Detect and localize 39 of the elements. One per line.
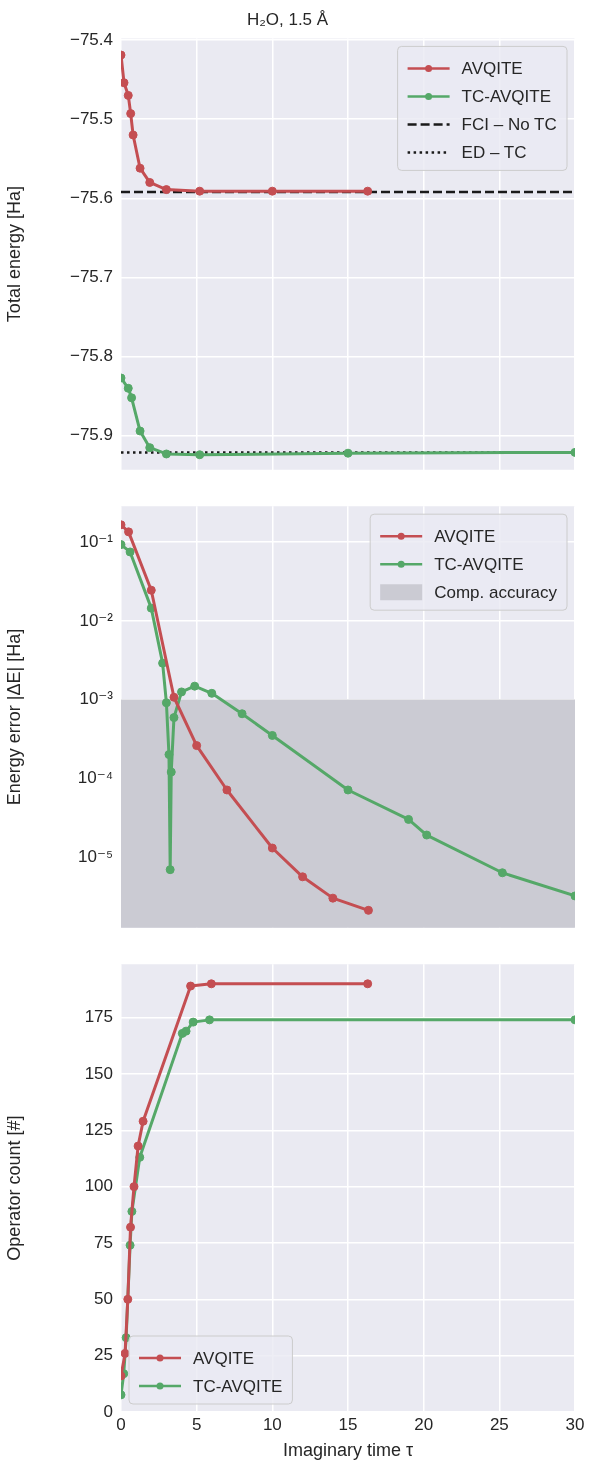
y-tick-label: −75.5 <box>69 108 113 128</box>
x-axis-title: Imaginary time τ <box>282 1440 414 1461</box>
y-tick-label: 125 <box>84 1119 113 1139</box>
y-axis-title: Total energy [Ha] <box>3 186 24 323</box>
y-tick-label: 10⁻² <box>79 610 114 630</box>
y-tick-label: 75 <box>94 1232 113 1252</box>
y-tick-label: 25 <box>94 1345 113 1365</box>
y-tick-label: 175 <box>84 1007 113 1027</box>
legend-label: TC-AVQITE <box>193 1376 283 1396</box>
y-tick-label: 10⁻¹ <box>79 531 114 551</box>
y-tick-label: 10⁻⁴ <box>77 767 113 787</box>
legend-label: TC-AVQITE <box>461 87 552 107</box>
legend-label: FCI – No TC <box>461 115 557 135</box>
y-tick-label: 50 <box>94 1289 113 1309</box>
y-tick-label: −75.4 <box>69 29 113 49</box>
legend-label: AVQITE <box>461 59 523 79</box>
y-axis-title: Operator count [#] <box>3 1115 24 1261</box>
legend-label: AVQITE <box>434 526 496 546</box>
x-tick-label: 25 <box>489 1414 509 1434</box>
y-tick-label: 10⁻⁵ <box>78 846 113 866</box>
legend-label: AVQITE <box>193 1348 255 1368</box>
y-tick-label: −75.7 <box>69 267 113 287</box>
y-tick-label: −75.9 <box>69 425 113 445</box>
chart-title: H₂O, 1.5 Å <box>246 9 329 29</box>
x-tick-label: 30 <box>565 1414 585 1434</box>
y-axis-title: Energy error |ΔE| [Ha] <box>3 628 24 806</box>
x-tick-label: 5 <box>191 1414 202 1434</box>
legend-label: Comp. accuracy <box>434 582 558 602</box>
x-tick-label: 15 <box>338 1414 358 1434</box>
y-tick-label: 100 <box>84 1176 113 1196</box>
y-tick-label: 0 <box>103 1401 113 1421</box>
y-tick-label: −75.6 <box>69 187 113 207</box>
y-tick-label: 10⁻³ <box>79 689 114 709</box>
legend-label: ED – TC <box>461 143 527 163</box>
legend-label: TC-AVQITE <box>434 554 524 574</box>
x-tick-label: 20 <box>414 1414 434 1434</box>
x-tick-label: 10 <box>262 1414 282 1434</box>
y-tick-label: 150 <box>84 1063 113 1083</box>
y-tick-label: −75.8 <box>69 346 113 366</box>
